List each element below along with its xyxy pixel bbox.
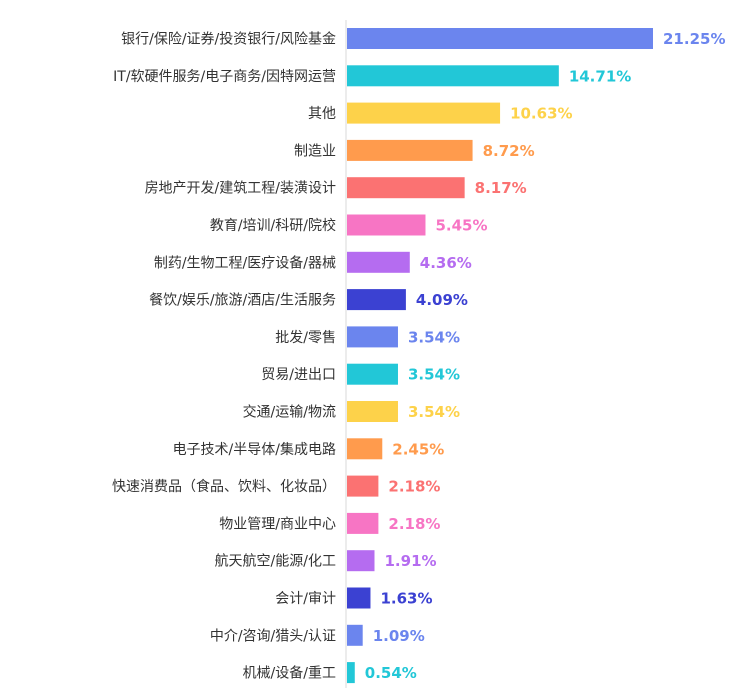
category-label: 中介/咨询/猎头/认证 xyxy=(210,628,336,644)
category-label: 其他 xyxy=(308,106,336,122)
value-label: 1.91% xyxy=(385,552,437,570)
bar xyxy=(347,587,371,609)
bar xyxy=(347,475,379,497)
category-label: 机械/设备/重工 xyxy=(243,665,336,682)
value-label: 21.25% xyxy=(663,30,725,48)
value-label: 1.63% xyxy=(380,590,432,608)
value-label: 4.36% xyxy=(420,254,472,272)
category-label: 制药/生物工程/医疗设备/器械 xyxy=(154,254,336,271)
bar xyxy=(347,139,473,161)
value-label: 1.09% xyxy=(373,627,425,645)
value-label: 3.54% xyxy=(408,366,460,384)
category-label: 贸易/进出口 xyxy=(261,367,336,383)
value-label: 2.18% xyxy=(388,478,440,496)
bar xyxy=(347,177,465,199)
bar xyxy=(347,512,379,534)
category-label: 电子技术/半导体/集成电路 xyxy=(173,441,336,458)
chart-rows: 银行/保险/证券/投资银行/风险基金 21.25% IT/软硬件服务/电子商务/因特… xyxy=(112,28,725,684)
value-label: 8.72% xyxy=(483,142,535,160)
category-label: 物业管理/商业中心 xyxy=(219,516,336,532)
bar xyxy=(347,251,410,273)
category-label: 银行/保险/证券/投资银行/风险基金 xyxy=(121,31,336,48)
category-label: 教育/培训/科研/院校 xyxy=(210,217,336,234)
category-label: 餐饮/娱乐/旅游/酒店/生活服务 xyxy=(149,293,336,309)
bar xyxy=(347,102,501,124)
bar xyxy=(347,289,406,311)
bar xyxy=(347,214,426,236)
value-label: 5.45% xyxy=(435,217,487,235)
value-label: 8.17% xyxy=(475,179,527,197)
value-label: 3.54% xyxy=(408,403,460,421)
bar xyxy=(347,326,398,348)
value-label: 10.63% xyxy=(510,105,572,123)
category-label: 航天航空/能源/化工 xyxy=(215,554,336,570)
bar xyxy=(347,65,559,87)
value-label: 2.18% xyxy=(388,515,440,533)
bar xyxy=(347,662,355,684)
bar xyxy=(347,363,398,385)
bar xyxy=(347,624,363,646)
value-label: 3.54% xyxy=(408,328,460,346)
category-label: 房地产开发/建筑工程/装潢设计 xyxy=(145,181,336,197)
category-label: 批发/零售 xyxy=(275,330,336,346)
category-label: 制造业 xyxy=(294,143,336,159)
bar xyxy=(347,438,383,460)
category-label: 交通/运输/物流 xyxy=(243,404,336,421)
category-label: 会计/审计 xyxy=(275,591,336,607)
bar xyxy=(347,28,653,49)
value-label: 2.45% xyxy=(392,440,444,458)
value-label: 14.71% xyxy=(569,67,631,85)
category-label: 快速消费品（食品、饮料、化妆品） xyxy=(112,478,336,495)
bar xyxy=(347,550,375,572)
category-label: IT/软硬件服务/电子商务/因特网运营 xyxy=(113,69,336,85)
bar xyxy=(347,401,398,422)
value-label: 0.54% xyxy=(365,664,417,682)
value-label: 4.09% xyxy=(416,291,468,309)
